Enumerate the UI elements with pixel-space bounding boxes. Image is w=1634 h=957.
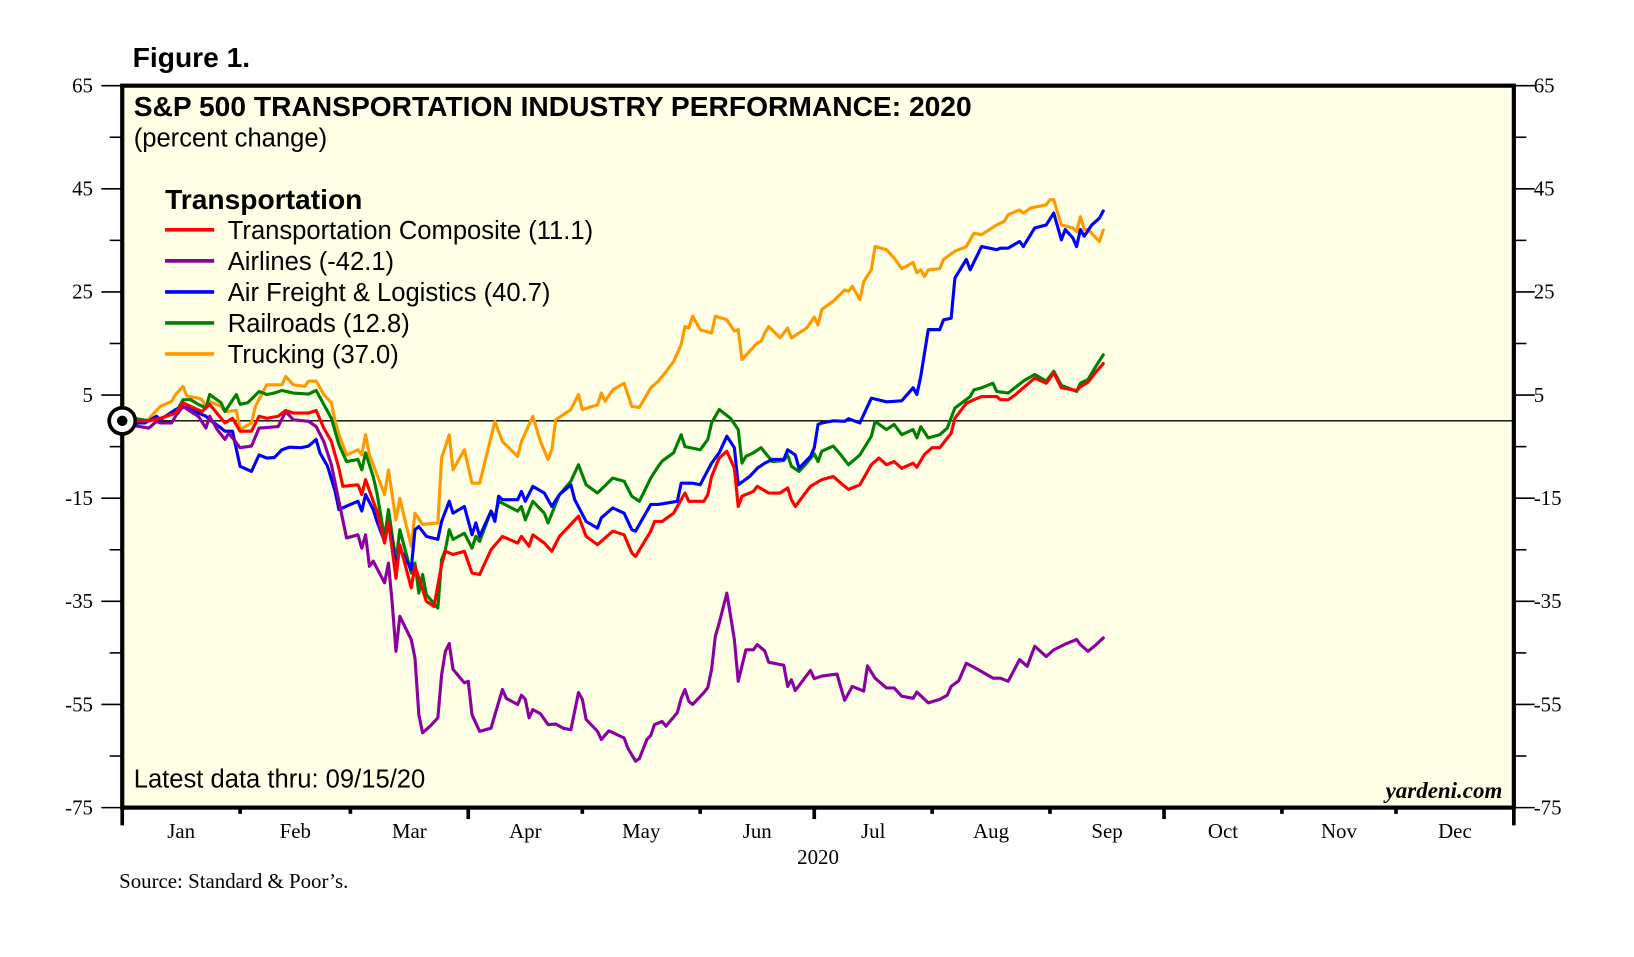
series-line-railroads xyxy=(120,353,1105,610)
series-line-airlines xyxy=(120,404,1105,763)
series-line-air-freight-logistics xyxy=(120,209,1105,571)
x-tick-label: Mar xyxy=(392,819,427,843)
chart-title: S&P 500 TRANSPORTATION INDUSTRY PERFORMA… xyxy=(134,90,972,122)
legend: Transportation Transportation Composite … xyxy=(165,183,593,369)
legend-label: Air Freight & Logistics (40.7) xyxy=(228,279,551,307)
y-tick-label-right: 25 xyxy=(1534,280,1555,304)
x-tick-label: Oct xyxy=(1208,819,1238,843)
legend-item-air-freight-logistics: Air Freight & Logistics (40.7) xyxy=(165,279,550,307)
source-note: Source: Standard & Poor’s. xyxy=(119,869,348,893)
x-axis-year-label: 2020 xyxy=(797,845,839,869)
series-line-trucking xyxy=(120,198,1105,548)
watermark: yardeni.com xyxy=(1383,778,1503,803)
y-tick-label-left: 45 xyxy=(72,177,93,201)
y-tick-label-left: -35 xyxy=(65,589,93,613)
y-axes: 65 65 45 45 25 25 5 5 -15 -15 -35 -35 -55 -55 -75 -75 xyxy=(65,73,1561,819)
x-tick-label: Aug xyxy=(973,819,1010,843)
y-tick-label-left: -75 xyxy=(65,795,93,819)
x-tick-label: Jul xyxy=(861,819,886,843)
x-tick-label: Nov xyxy=(1321,819,1358,843)
x-tick-label: Feb xyxy=(280,819,311,843)
series-lines xyxy=(120,198,1105,763)
y-tick-label-left: -15 xyxy=(65,486,93,510)
x-tick-label: Apr xyxy=(509,819,542,843)
y-tick-label-right: -55 xyxy=(1534,692,1562,716)
x-tick-label: Jun xyxy=(743,819,773,843)
legend-item-railroads: Railroads (12.8) xyxy=(165,310,410,338)
latest-data-note: Latest data thru: 09/15/20 xyxy=(134,766,426,794)
x-tick-label: May xyxy=(622,819,661,843)
legend-title: Transportation xyxy=(165,183,362,215)
series-line-transportation-composite xyxy=(120,362,1105,609)
legend-label: Trucking (37.0) xyxy=(228,341,399,369)
y-tick-label-right: -35 xyxy=(1534,589,1562,613)
base-point-marker-layer xyxy=(107,405,138,436)
y-tick-label-right: 45 xyxy=(1534,177,1555,201)
plot-area xyxy=(122,85,1514,808)
figure-label: Figure 1. xyxy=(133,41,250,73)
x-tick-label: Jan xyxy=(167,819,195,843)
base-point-dot xyxy=(117,415,128,427)
legend-item-airlines: Airlines (-42.1) xyxy=(165,248,394,276)
y-tick-label-left: 25 xyxy=(72,280,93,304)
y-tick-label-left: 5 xyxy=(83,383,93,407)
y-tick-label-right: 5 xyxy=(1534,383,1544,407)
legend-item-trucking: Trucking (37.0) xyxy=(165,341,399,369)
legend-label: Transportation Composite (11.1) xyxy=(228,217,593,245)
x-tick-label: Dec xyxy=(1438,819,1472,843)
legend-label: Railroads (12.8) xyxy=(228,310,410,338)
y-tick-label-right: 65 xyxy=(1534,73,1555,97)
y-tick-label-right: -75 xyxy=(1534,795,1562,819)
legend-label: Airlines (-42.1) xyxy=(228,248,394,276)
y-tick-label-left: -55 xyxy=(65,692,93,716)
chart-subtitle: (percent change) xyxy=(134,124,327,152)
legend-item-transportation-composite: Transportation Composite (11.1) xyxy=(165,217,593,245)
y-tick-label-right: -15 xyxy=(1534,486,1562,510)
y-tick-label-left: 65 xyxy=(72,73,93,97)
x-axis: Jan Feb Mar Apr May Jun Jul Aug Sep Oct Nov Dec xyxy=(120,807,1516,843)
x-tick-label: Sep xyxy=(1091,819,1122,843)
